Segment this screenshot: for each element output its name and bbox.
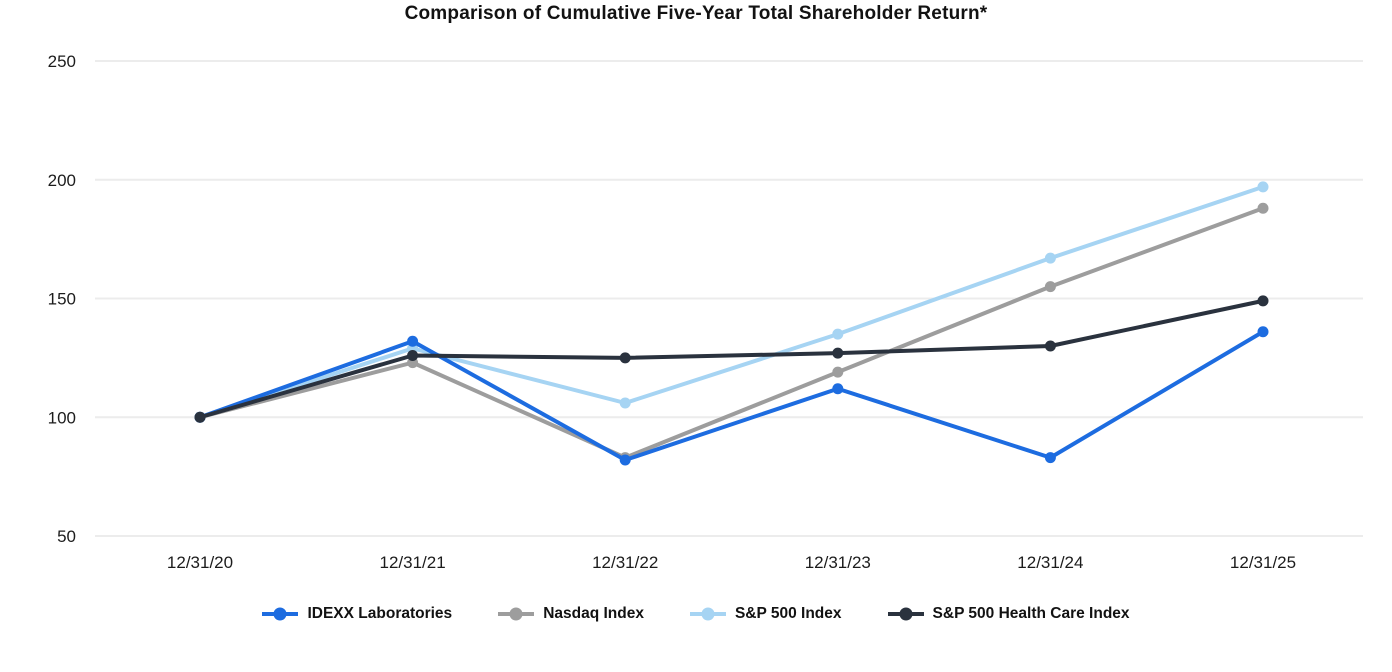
y-tick-label: 200	[48, 171, 76, 190]
data-point-s-p-500-index	[832, 328, 844, 340]
data-point-nasdaq-index	[1044, 281, 1056, 293]
legend-marker-icon	[262, 607, 299, 621]
legend-marker-icon	[689, 607, 726, 621]
legend-item-nasdaq-index: Nasdaq Index	[498, 605, 644, 623]
data-point-idexx-laboratories	[832, 383, 844, 395]
y-tick-label: 150	[48, 290, 76, 309]
series-line-s-p-500-index	[198, 184, 1265, 420]
data-point-s-p-500-health-care-index	[194, 411, 206, 423]
series-line-s-p-500-health-care-index	[198, 298, 1265, 420]
series-line-nasdaq-index	[198, 206, 1265, 460]
x-tick-label: 12/31/24	[1017, 553, 1083, 572]
data-point-idexx-laboratories	[407, 335, 419, 347]
x-tick-label: 12/31/20	[167, 553, 233, 572]
data-point-s-p-500-health-care-index	[1044, 340, 1056, 352]
legend-marker-icon	[498, 607, 535, 621]
data-point-nasdaq-index	[832, 366, 844, 378]
data-point-s-p-500-index	[619, 397, 631, 409]
data-point-s-p-500-health-care-index	[1257, 295, 1269, 307]
legend-label: S&P 500 Health Care Index	[932, 605, 1130, 622]
data-point-idexx-laboratories	[1257, 326, 1269, 338]
chart-legend: IDEXX Laboratories Nasdaq Index S&P 500 In…	[0, 605, 1392, 623]
legend-label: IDEXX Laboratories	[307, 605, 453, 622]
y-tick-label: 100	[48, 408, 76, 427]
legend-label: S&P 500 Index	[734, 605, 842, 622]
data-point-s-p-500-health-care-index	[619, 352, 631, 364]
data-point-s-p-500-index	[1257, 181, 1269, 193]
line-chart-plot-area: 50 100 150 200 250 12/31/20 12/31/21 12/31/22 12…	[48, 52, 1363, 572]
data-point-idexx-laboratories	[1044, 452, 1056, 464]
data-point-nasdaq-index	[1257, 202, 1269, 214]
legend-item-idexx-laboratories: IDEXX Laboratories	[262, 605, 452, 623]
data-point-idexx-laboratories	[619, 454, 631, 466]
x-tick-label: 12/31/22	[592, 553, 658, 572]
x-tick-label: 12/31/23	[805, 553, 871, 572]
x-tick-label: 12/31/21	[380, 553, 446, 572]
legend-item-s-p-500-index: S&P 500 Index	[689, 605, 842, 623]
y-tick-label: 50	[57, 527, 76, 546]
x-tick-label: 12/31/25	[1230, 553, 1296, 572]
data-point-s-p-500-health-care-index	[407, 350, 419, 361]
data-point-s-p-500-health-care-index	[832, 347, 844, 359]
series-line-idexx-laboratories	[198, 329, 1265, 462]
chart-title: Comparison of Cumulative Five-Year Total…	[404, 3, 988, 24]
y-tick-label: 250	[48, 52, 76, 71]
data-point-s-p-500-index	[1044, 252, 1056, 264]
legend-label: Nasdaq Index	[543, 605, 644, 622]
legend-item-s-p-500-health-care-index: S&P 500 Health Care Index	[887, 605, 1130, 623]
legend-marker-icon	[887, 607, 924, 621]
